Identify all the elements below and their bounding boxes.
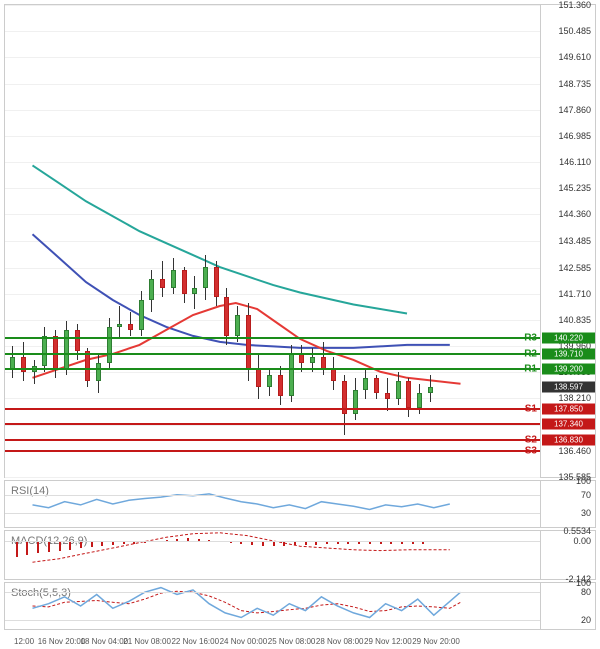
time-label: 21 Nov 08:00 [123, 637, 171, 646]
level-label-s2: S2 [522, 434, 540, 445]
time-label: 25 Nov 08:00 [268, 637, 316, 646]
rsi-line [5, 481, 595, 527]
price-tick: 146.985 [558, 131, 591, 141]
rsi-panel[interactable]: RSI(14) 1007030 [4, 480, 596, 528]
price-tick: 142.585 [558, 263, 591, 273]
stoch-yaxis: 1008020 [540, 583, 595, 629]
time-xaxis: 12:00 16 Nov 20:0018 Nov 04:0021 Nov 08:0… [4, 632, 596, 646]
price-tick: 138.210 [558, 393, 591, 403]
price-tick: 141.710 [558, 289, 591, 299]
time-label: 28 Nov 08:00 [316, 637, 364, 646]
level-price: 139.200 [542, 363, 595, 374]
price-tick: 146.110 [559, 157, 591, 167]
level-price: 136.830 [542, 434, 595, 445]
stoch-panel[interactable]: Stoch(5,5,3) 1008020 [4, 582, 596, 630]
level-label-r3: R3 [521, 333, 540, 344]
level-price: 137.850 [542, 404, 595, 415]
time-label: 29 Nov 20:00 [412, 637, 460, 646]
current-price: 138.597 [542, 381, 595, 392]
macd-yaxis: 0.55340.00-2.142 [540, 531, 595, 579]
price-tick: 151.360 [558, 0, 591, 10]
price-tick: 144.360 [558, 209, 591, 219]
price-tick: 136.460 [558, 446, 591, 456]
stoch-lines [5, 583, 595, 629]
time-label: 24 Nov 00:00 [220, 637, 268, 646]
macd-signal-line [5, 531, 595, 579]
rsi-yaxis: 1007030 [540, 481, 595, 527]
time-label: 12:00 [14, 637, 34, 646]
macd-panel[interactable]: MACD(12,26,9) 0.55340.00-2.142 [4, 530, 596, 580]
level-price: 140.220 [542, 333, 595, 344]
price-tick: 147.860 [558, 105, 591, 115]
level-label-s3: S3 [522, 445, 540, 456]
price-tick: 143.485 [558, 236, 591, 246]
time-label: 18 Nov 04:00 [81, 637, 129, 646]
price-tick: 140.835 [558, 315, 591, 325]
level-price: 139.710 [542, 348, 595, 359]
level-label-s1: S1 [522, 404, 540, 415]
main-price-chart[interactable]: 151.360150.485149.610148.735147.860146.9… [4, 4, 596, 478]
level-price: 137.340 [542, 419, 595, 430]
time-label: 29 Nov 12:00 [364, 637, 412, 646]
time-label: 16 Nov 20:00 [38, 637, 86, 646]
price-tick: 145.235 [558, 183, 591, 193]
price-tick: 148.735 [558, 79, 591, 89]
time-label: 22 Nov 16:00 [171, 637, 219, 646]
level-label-r2: R2 [521, 348, 540, 359]
price-tick: 149.610 [558, 52, 591, 62]
price-tick: 150.485 [558, 26, 591, 36]
level-label-r1: R1 [521, 363, 540, 374]
